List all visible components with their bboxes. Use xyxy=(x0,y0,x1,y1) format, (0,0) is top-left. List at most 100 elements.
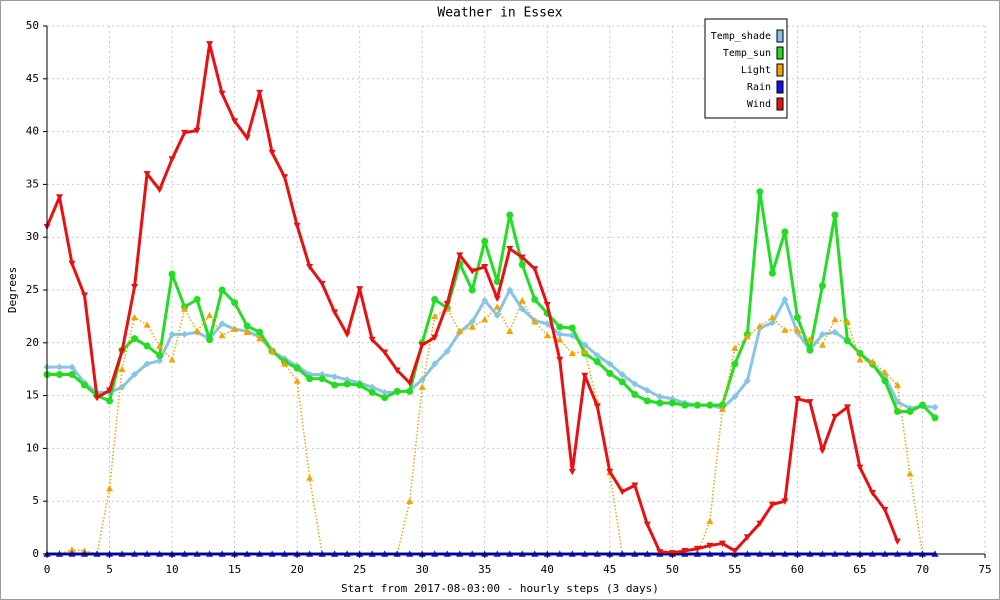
data-point xyxy=(181,129,189,137)
data-point xyxy=(806,346,814,354)
data-point xyxy=(618,370,626,378)
y-tick-label: 45 xyxy=(26,72,39,85)
data-point xyxy=(231,325,239,332)
data-point xyxy=(193,127,201,135)
data-point xyxy=(781,228,789,236)
data-point xyxy=(468,268,476,275)
data-point xyxy=(306,263,314,271)
data-point xyxy=(431,334,439,342)
data-point xyxy=(143,321,151,328)
data-point xyxy=(718,405,726,413)
data-point xyxy=(431,296,439,304)
data-point xyxy=(68,260,76,268)
x-tick-label: 60 xyxy=(791,563,804,576)
data-point xyxy=(731,344,739,351)
data-point xyxy=(143,171,151,178)
data-point xyxy=(518,261,526,269)
data-point xyxy=(768,501,776,508)
data-point xyxy=(368,388,376,396)
data-point xyxy=(706,517,714,525)
data-point xyxy=(718,401,726,409)
x-tick-label: 35 xyxy=(478,563,491,576)
data-point xyxy=(581,347,589,355)
data-point xyxy=(331,381,339,389)
legend-swatch xyxy=(776,29,784,43)
data-point xyxy=(556,336,564,343)
legend-swatch xyxy=(776,80,784,94)
data-point xyxy=(906,470,914,477)
data-point xyxy=(756,188,764,196)
x-tick-label: 30 xyxy=(416,563,429,576)
data-point xyxy=(106,397,114,405)
x-tick-label: 15 xyxy=(228,563,241,576)
x-tick-label: 25 xyxy=(353,563,366,576)
data-point xyxy=(543,320,551,328)
data-point xyxy=(606,468,614,476)
data-point xyxy=(118,348,126,355)
data-point xyxy=(468,318,476,326)
data-point xyxy=(568,468,576,476)
data-point xyxy=(56,370,64,378)
data-point xyxy=(881,377,889,385)
data-point xyxy=(518,254,526,261)
y-tick-label: 25 xyxy=(26,283,39,296)
data-point xyxy=(906,407,914,415)
data-point xyxy=(406,387,414,395)
data-point xyxy=(631,391,639,399)
data-point xyxy=(618,378,626,386)
data-point xyxy=(868,489,876,497)
data-point xyxy=(456,327,464,334)
lines xyxy=(43,41,939,557)
data-point xyxy=(656,393,664,401)
data-point xyxy=(131,335,139,343)
data-point xyxy=(768,313,776,321)
data-point xyxy=(931,414,939,422)
data-point xyxy=(293,364,301,372)
data-point xyxy=(231,299,239,307)
data-point xyxy=(218,286,226,294)
data-point xyxy=(493,311,501,319)
x-tick-label: 0 xyxy=(44,563,51,576)
legend-label: Temp_sun xyxy=(723,48,771,59)
data-point xyxy=(256,328,264,336)
data-point xyxy=(218,90,226,98)
data-point xyxy=(68,363,76,371)
data-point xyxy=(256,335,264,342)
data-point xyxy=(818,341,826,348)
data-point xyxy=(306,375,314,383)
data-point xyxy=(893,407,901,415)
data-point xyxy=(506,327,514,334)
data-point xyxy=(106,485,114,492)
x-tick-label: 45 xyxy=(603,563,616,576)
data-point xyxy=(218,331,226,339)
data-point xyxy=(856,464,864,471)
data-point xyxy=(443,300,451,308)
data-point xyxy=(343,331,351,338)
data-point xyxy=(243,322,251,330)
data-point xyxy=(168,270,176,278)
x-tick-label: 5 xyxy=(106,563,113,576)
data-point xyxy=(918,401,926,409)
data-point xyxy=(168,156,176,163)
data-point xyxy=(631,482,639,489)
data-point xyxy=(881,506,889,514)
data-point xyxy=(468,286,476,294)
data-point xyxy=(706,401,714,409)
data-point xyxy=(843,318,851,325)
data-point xyxy=(781,326,789,333)
data-point xyxy=(631,380,639,388)
data-point xyxy=(643,397,651,405)
data-point xyxy=(793,326,801,333)
data-point xyxy=(481,263,489,271)
data-point xyxy=(581,372,589,380)
data-point xyxy=(656,549,664,556)
data-point xyxy=(331,373,339,381)
data-point xyxy=(106,387,114,394)
data-point xyxy=(643,386,651,394)
data-point xyxy=(393,367,401,374)
data-point xyxy=(506,286,514,294)
data-point xyxy=(606,360,614,368)
data-point xyxy=(381,394,389,402)
data-point xyxy=(406,380,414,387)
